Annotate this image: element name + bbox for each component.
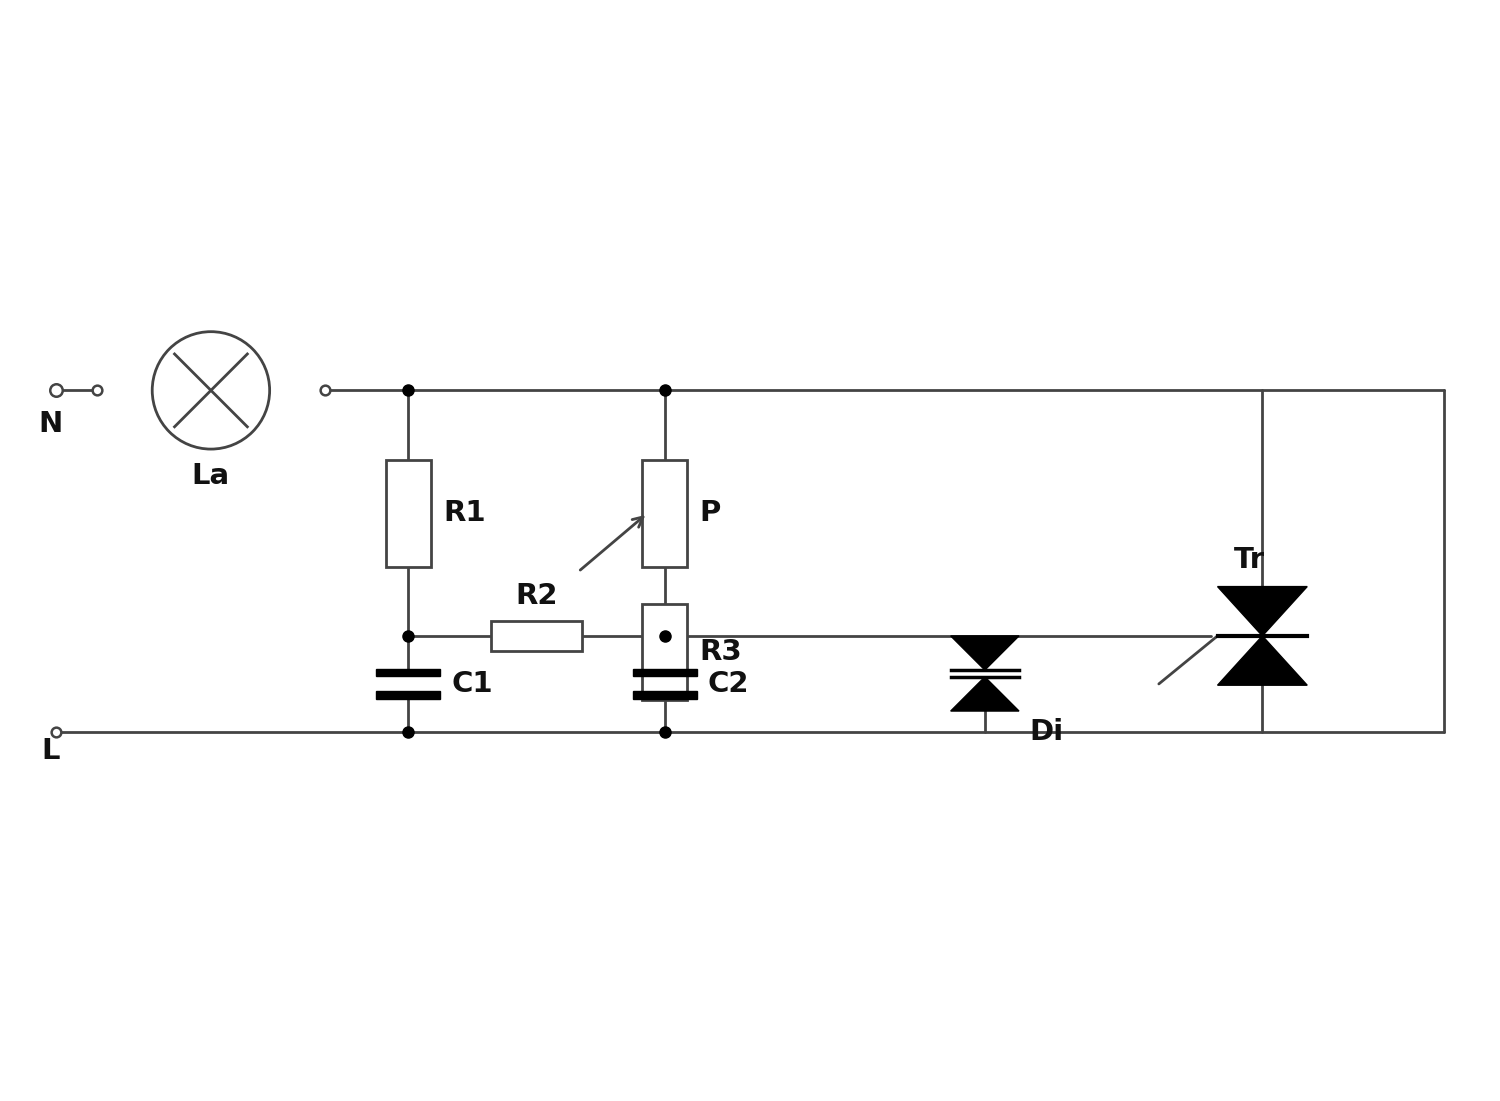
- Bar: [642, 603, 687, 700]
- Text: N: N: [39, 410, 63, 437]
- Text: R2: R2: [516, 582, 558, 610]
- Bar: [633, 669, 696, 676]
- Bar: [633, 691, 696, 699]
- Polygon shape: [951, 677, 1018, 711]
- Text: L: L: [42, 738, 60, 765]
- Text: Di: Di: [1029, 718, 1063, 745]
- Text: P: P: [700, 499, 721, 527]
- Text: C2: C2: [708, 669, 748, 698]
- Polygon shape: [951, 636, 1018, 671]
- Text: Tr: Tr: [1233, 546, 1264, 574]
- Text: La: La: [192, 462, 230, 490]
- Text: R3: R3: [700, 637, 742, 666]
- Bar: [490, 621, 582, 651]
- Bar: [376, 691, 441, 699]
- Bar: [386, 460, 430, 567]
- Bar: [642, 460, 687, 567]
- Polygon shape: [1218, 636, 1306, 685]
- Bar: [376, 669, 441, 676]
- Text: R1: R1: [444, 499, 486, 527]
- Text: C1: C1: [452, 669, 492, 698]
- Polygon shape: [1218, 587, 1306, 636]
